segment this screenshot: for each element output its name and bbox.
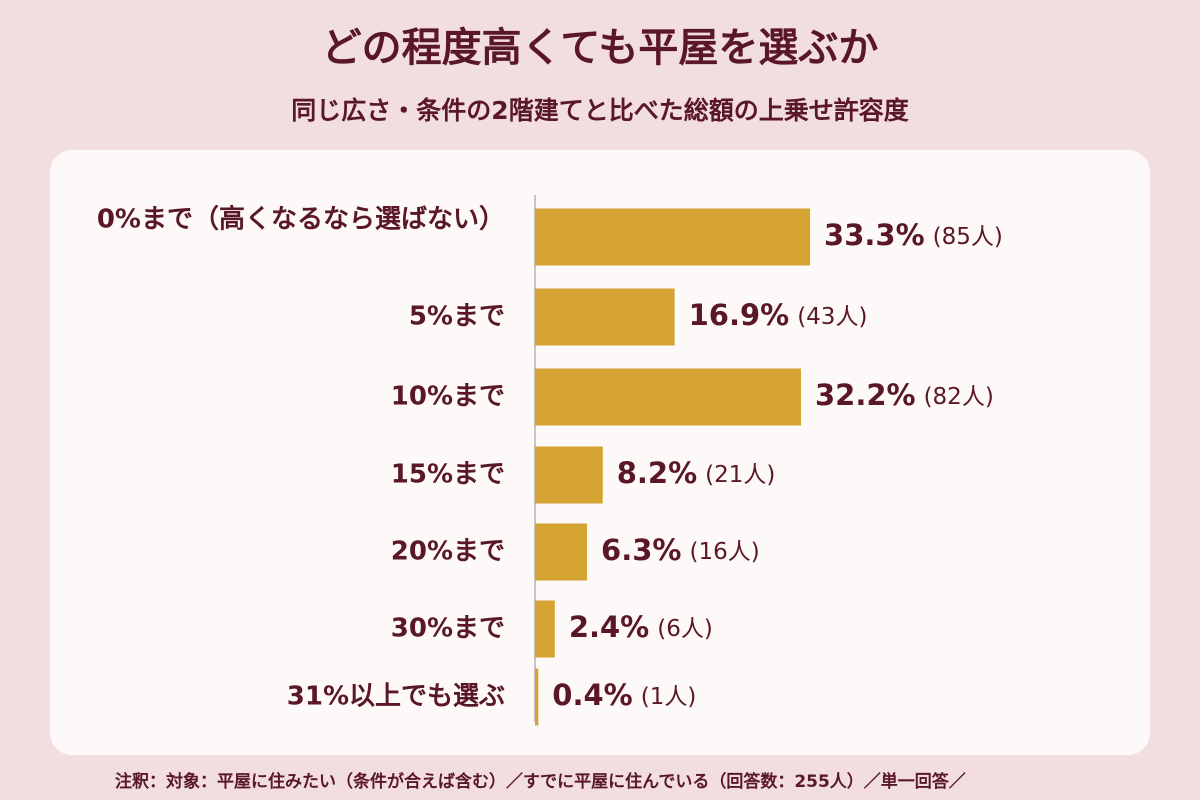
- category-label: 20%まで: [391, 537, 505, 567]
- data-label: 2.4% (6人): [569, 610, 713, 644]
- count-label: (1人): [641, 684, 697, 710]
- chart-subtitle: 同じ広さ・条件の2階建てと比べた総額の上乗せ許容度: [291, 96, 908, 125]
- data-label: 6.3% (16人): [601, 533, 760, 567]
- count-label: (82人): [924, 384, 994, 410]
- category-label: 0%まで（高くなるなら選ばない）: [97, 204, 505, 235]
- bar: [535, 523, 588, 581]
- value-label: 32.2%: [815, 378, 916, 412]
- data-label: 33.3% (85人): [824, 218, 1003, 252]
- value-label: 6.3%: [601, 533, 681, 567]
- data-label: 16.9% (43人): [689, 298, 868, 332]
- bar: [535, 368, 801, 426]
- value-label: 8.2%: [617, 456, 697, 490]
- bar: [535, 288, 675, 346]
- value-label: 2.4%: [569, 610, 649, 644]
- value-label: 33.3%: [824, 218, 925, 252]
- bar: [535, 446, 603, 504]
- bar: [535, 668, 539, 726]
- data-label: 0.4% (1人): [552, 678, 696, 712]
- bar: [535, 600, 555, 658]
- category-label: 15%まで: [391, 460, 505, 490]
- category-label: 31%以上でも選ぶ: [287, 682, 505, 712]
- data-label: 8.2% (21人): [617, 456, 776, 490]
- value-label: 16.9%: [689, 298, 790, 332]
- category-label: 30%まで: [391, 614, 505, 644]
- count-label: (85人): [933, 224, 1003, 250]
- count-label: (43人): [797, 304, 867, 330]
- bar: [535, 208, 811, 266]
- chart-title: どの程度高くても平屋を選ぶか: [322, 25, 879, 71]
- footnote: 注釈：対象：平屋に住みたい（条件が合えば含む）／すでに平屋に住んでいる（回答数：…: [115, 771, 966, 792]
- data-label: 32.2% (82人): [815, 378, 994, 412]
- count-label: (16人): [689, 539, 759, 565]
- count-label: (21人): [705, 462, 775, 488]
- value-label: 0.4%: [552, 678, 632, 712]
- count-label: (6人): [657, 616, 713, 642]
- category-label: 10%まで: [391, 382, 505, 412]
- category-label: 5%まで: [409, 302, 505, 332]
